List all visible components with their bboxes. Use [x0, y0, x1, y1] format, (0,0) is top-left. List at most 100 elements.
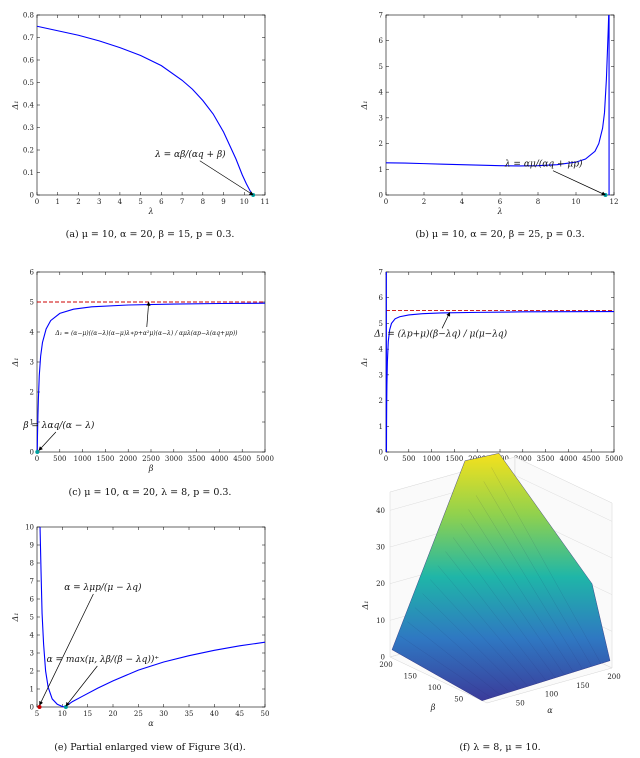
annotation-d-0: Δ₁ = (λp+μ)(β−λq) / μ(μ−λq): [373, 328, 507, 339]
x-tick-label: 3: [97, 198, 101, 206]
y-tick-label: 9: [30, 542, 34, 550]
z-tick-label: 0: [381, 654, 385, 662]
x-tick-label: 500: [53, 455, 66, 463]
z-tick-label: 10: [376, 617, 385, 625]
x-tick-label: 5: [138, 198, 142, 206]
y-tick-label: 2: [30, 389, 34, 397]
x-tick-label: 5000: [256, 455, 274, 463]
x-tick-label: 3000: [514, 455, 532, 463]
x-tick-label: 2: [422, 198, 426, 206]
surface-mesh-line: [422, 593, 519, 690]
series-line-a: [36, 25, 254, 196]
x-tick-label: 50: [261, 710, 270, 718]
y-tick-label: 5: [30, 299, 34, 307]
surface-mesh: [391, 453, 611, 701]
y-tick-label: 3: [379, 371, 383, 379]
caption-b: (b) μ = 10, α = 20, β = 25, p = 0.3.: [415, 229, 584, 240]
x-tick-label: 1000: [74, 455, 92, 463]
z-tick-label: 30: [376, 544, 385, 552]
y-tick-label: 2: [379, 397, 383, 405]
y-tick-label: 0.6: [23, 57, 35, 65]
y-axis-label-e: Δ₁: [11, 613, 20, 623]
data-marker: [35, 450, 40, 454]
surface-mesh-line: [414, 607, 510, 693]
annotation-e-0: α = λμp/(μ − λq): [64, 582, 142, 593]
y-axis-label-c: Δ₁: [11, 358, 20, 368]
y-tick-label: 6: [30, 596, 35, 604]
annotation-arrow: [146, 301, 151, 328]
panel-f-surface: (f) λ = 8, μ = 10. 0 10 20 30 40 50 100 150 200 50…: [361, 453, 621, 753]
y-axis-label-b: Δ₁: [360, 101, 369, 111]
x-tick-label: 0: [35, 455, 39, 463]
y-tick-label: 8: [30, 560, 34, 568]
x-tick-label: 20: [109, 710, 118, 718]
annotation-arrow: [199, 160, 254, 196]
x-tick-label: 2500: [142, 455, 160, 463]
x-tick-label: 0: [35, 198, 39, 206]
y-tick-label: 0: [30, 192, 34, 200]
surface-mesh-line: [491, 467, 602, 664]
x-tick-label: 0: [384, 455, 388, 463]
x-tick-label: 9: [221, 198, 225, 206]
x-tick-label: 11: [261, 198, 270, 206]
beta-axis-label: β: [430, 703, 436, 712]
y-tick-label: 2: [379, 140, 383, 148]
y-axis-label-d: Δ₁: [360, 358, 369, 368]
panel-a: (a) μ = 10, α = 20, β = 15, p = 0.3. 0 1 2 3…: [11, 12, 269, 241]
x-tick-label: 4: [460, 198, 465, 206]
caption-c: (c) μ = 10, α = 20, λ = 8, p = 0.3.: [69, 487, 232, 498]
caption-e: (e) Partial enlarged view of Figure 3(d)…: [54, 742, 246, 753]
annotation-e-1: α = max(μ, λβ/(β − λq))⁺: [47, 654, 160, 665]
y-tick-label: 6: [30, 269, 35, 277]
x-tick-label: 15: [83, 710, 92, 718]
y-tick-label: 4: [30, 329, 35, 337]
surface-mesh-line: [437, 565, 538, 684]
y-tick-label: 1: [30, 419, 34, 427]
y-tick-label: 5: [30, 614, 34, 622]
y-tick-label: 1: [379, 423, 383, 431]
y-tick-label: 0.5: [23, 79, 34, 87]
x-axis-label-b: λ: [496, 207, 502, 216]
x-tick-label: 6: [498, 198, 503, 206]
panel-c: (c) μ = 10, α = 20, λ = 8, p = 0.3. 0 500 1…: [11, 269, 274, 499]
x-tick-label: 30: [159, 710, 168, 718]
x-tick-label: 6: [159, 198, 164, 206]
y-tick-label: 0.7: [23, 34, 34, 42]
series-line-c: [36, 302, 266, 453]
y-tick-label: 4: [30, 632, 35, 640]
x-axis-label-e: α: [148, 719, 154, 728]
z-tick-label: 40: [376, 507, 385, 515]
x-axis-label-a: λ: [147, 207, 153, 216]
surface-mesh-line: [452, 537, 556, 678]
x-tick-label: 8: [201, 198, 205, 206]
x-tick-label: 10: [240, 198, 249, 206]
surface-mesh-line: [407, 621, 501, 696]
x-tick-label: 1000: [423, 455, 441, 463]
x-tick-label: 500: [402, 455, 415, 463]
surface-mesh-line: [475, 495, 583, 670]
y-tick-label: 6: [379, 37, 384, 45]
annotation-arrow: [65, 665, 98, 707]
axes-box-e: [36, 526, 266, 708]
x-tick-label: 3500: [188, 455, 206, 463]
x-tick-label: 5: [35, 710, 39, 718]
x-tick-label: 10: [572, 198, 581, 206]
y-tick-label: 7: [379, 269, 383, 277]
x-tick-label: 40: [210, 710, 219, 718]
alpha-tick-label: 150: [576, 682, 589, 690]
x-tick-label: 25: [134, 710, 143, 718]
surface-mesh-line: [483, 481, 592, 667]
z-grid-line: [514, 475, 613, 522]
x-tick-label: 4: [118, 198, 123, 206]
y-tick-label: 0: [379, 192, 383, 200]
x-tick-label: 4000: [559, 455, 577, 463]
y-tick-label: 0.2: [23, 147, 34, 155]
y-axis-label-a: Δ₁: [11, 101, 20, 111]
beta-tick-label: 200: [379, 661, 392, 669]
annotation-arrow: [38, 431, 57, 451]
caption-f: (f) λ = 8, μ = 10.: [459, 742, 540, 753]
annotation-arrow: [552, 170, 606, 196]
x-tick-label: 45: [235, 710, 244, 718]
y-tick-label: 4: [379, 346, 384, 354]
panel-b: (b) μ = 10, α = 20, β = 25, p = 0.3. 0 2 4 6…: [360, 12, 618, 241]
